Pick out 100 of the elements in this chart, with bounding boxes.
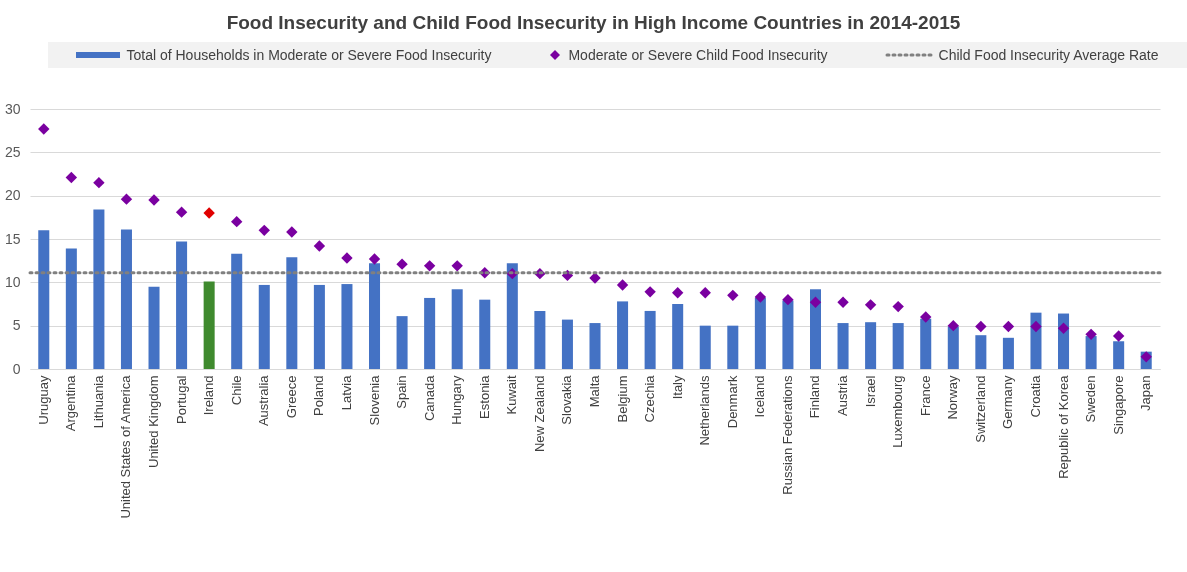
- x-tick-label: France: [917, 375, 933, 416]
- point: [671, 287, 684, 299]
- x-tick-label: Slovenia: [366, 374, 382, 426]
- x-tick-label: Italy: [669, 375, 685, 400]
- y-tick-label: 10: [4, 273, 21, 290]
- x-tick-label: Singapore: [1110, 375, 1126, 435]
- point: [616, 279, 629, 291]
- point: [93, 176, 105, 189]
- x-tick-label: Portugal: [173, 375, 189, 424]
- x-tick-label: Switzerland: [972, 375, 988, 443]
- x-tick-label: Luxembourg: [890, 375, 906, 448]
- bar: [1002, 337, 1014, 369]
- point: [258, 224, 270, 237]
- bar: [313, 284, 325, 369]
- legend-label: Moderate or Severe Child Food Insecurity: [568, 47, 828, 63]
- y-tick-label: 0: [12, 360, 21, 377]
- bar: [396, 316, 408, 369]
- x-tick-label: United Kingdom: [146, 375, 162, 468]
- point: [699, 287, 711, 299]
- x-tick-label: Russian Federations: [779, 375, 795, 495]
- bar: [369, 263, 381, 369]
- bar: [727, 325, 739, 369]
- bar: [699, 325, 711, 369]
- bar: [975, 335, 987, 369]
- point: [892, 300, 904, 313]
- bar: [809, 289, 821, 369]
- x-tick-label: Kuwait: [504, 375, 520, 415]
- x-tick-label: Malta: [587, 374, 602, 408]
- bar: [672, 304, 684, 369]
- x-tick-label: Denmark: [724, 375, 740, 429]
- bar: [1085, 336, 1097, 369]
- x-tick-label: Slovakia: [559, 374, 575, 425]
- bar: [258, 284, 270, 369]
- bar: [93, 209, 105, 369]
- point: [1002, 320, 1015, 333]
- bar: [754, 297, 766, 369]
- point: [65, 171, 78, 184]
- x-tick-label: Estonia: [476, 374, 492, 419]
- x-tick-label: Hungary: [449, 375, 465, 425]
- point: [837, 296, 849, 308]
- point: [1085, 328, 1097, 341]
- bar: [120, 229, 132, 369]
- bar: [341, 284, 353, 369]
- point: [451, 260, 463, 272]
- x-tick-label: Sweden: [1083, 375, 1099, 423]
- bar: [865, 322, 877, 369]
- bar: [424, 297, 436, 369]
- point: [148, 194, 160, 206]
- y-tick-label: 5: [12, 317, 21, 334]
- x-tick-label: Norway: [945, 375, 961, 420]
- x-tick-label: Belgium: [614, 375, 630, 423]
- point: [864, 299, 877, 311]
- point: [396, 258, 408, 270]
- bar: [837, 323, 849, 369]
- y-tick-label: 15: [4, 230, 21, 247]
- bar: [286, 257, 298, 369]
- x-tick-label: Spain: [394, 375, 410, 409]
- point: [920, 311, 932, 323]
- x-tick-label: Ireland: [201, 375, 217, 416]
- x-tick-label: New Zealand: [531, 375, 547, 453]
- point: [120, 193, 133, 205]
- point: [286, 226, 298, 238]
- bar: [65, 248, 77, 369]
- x-tick-label: United States of America: [118, 374, 134, 519]
- point: [423, 260, 436, 272]
- bar: [561, 319, 573, 369]
- x-tick-label: Lithuania: [90, 374, 106, 429]
- x-tick-label: Germany: [1000, 375, 1016, 429]
- bar: [617, 301, 629, 369]
- x-tick-label: Japan: [1138, 375, 1154, 411]
- x-tick-label: Argentina: [63, 374, 79, 432]
- x-tick-label: Greece: [283, 375, 299, 419]
- x-tick-label: Czechia: [642, 374, 658, 423]
- point: [727, 289, 739, 302]
- point: [1057, 322, 1070, 334]
- x-tick-label: Austria: [835, 374, 851, 416]
- point: [809, 296, 822, 308]
- point: [38, 123, 50, 135]
- x-tick-label: Republic of Korea: [1055, 374, 1071, 479]
- bar: [589, 323, 601, 369]
- bar: [231, 253, 243, 369]
- point: [203, 207, 215, 219]
- point: [975, 320, 987, 333]
- bar: [203, 281, 215, 369]
- x-tick-label: Croatia: [1027, 374, 1043, 418]
- bar: [148, 286, 160, 369]
- point: [341, 252, 353, 264]
- legend-label: Total of Households in Moderate or Severe Food Insecurity: [126, 47, 492, 63]
- x-tick-label: Canada: [421, 374, 437, 422]
- point: [644, 286, 656, 298]
- point: [231, 215, 243, 228]
- bar: [534, 310, 546, 369]
- x-tick-label: Chile: [228, 375, 244, 406]
- point: [947, 319, 959, 332]
- bar: [451, 289, 463, 369]
- point: [782, 293, 794, 306]
- x-tick-label: Israel: [862, 375, 878, 408]
- x-tick-label: Finland: [807, 375, 823, 419]
- y-tick-label: 20: [4, 187, 21, 204]
- x-tick-label: Iceland: [752, 375, 768, 418]
